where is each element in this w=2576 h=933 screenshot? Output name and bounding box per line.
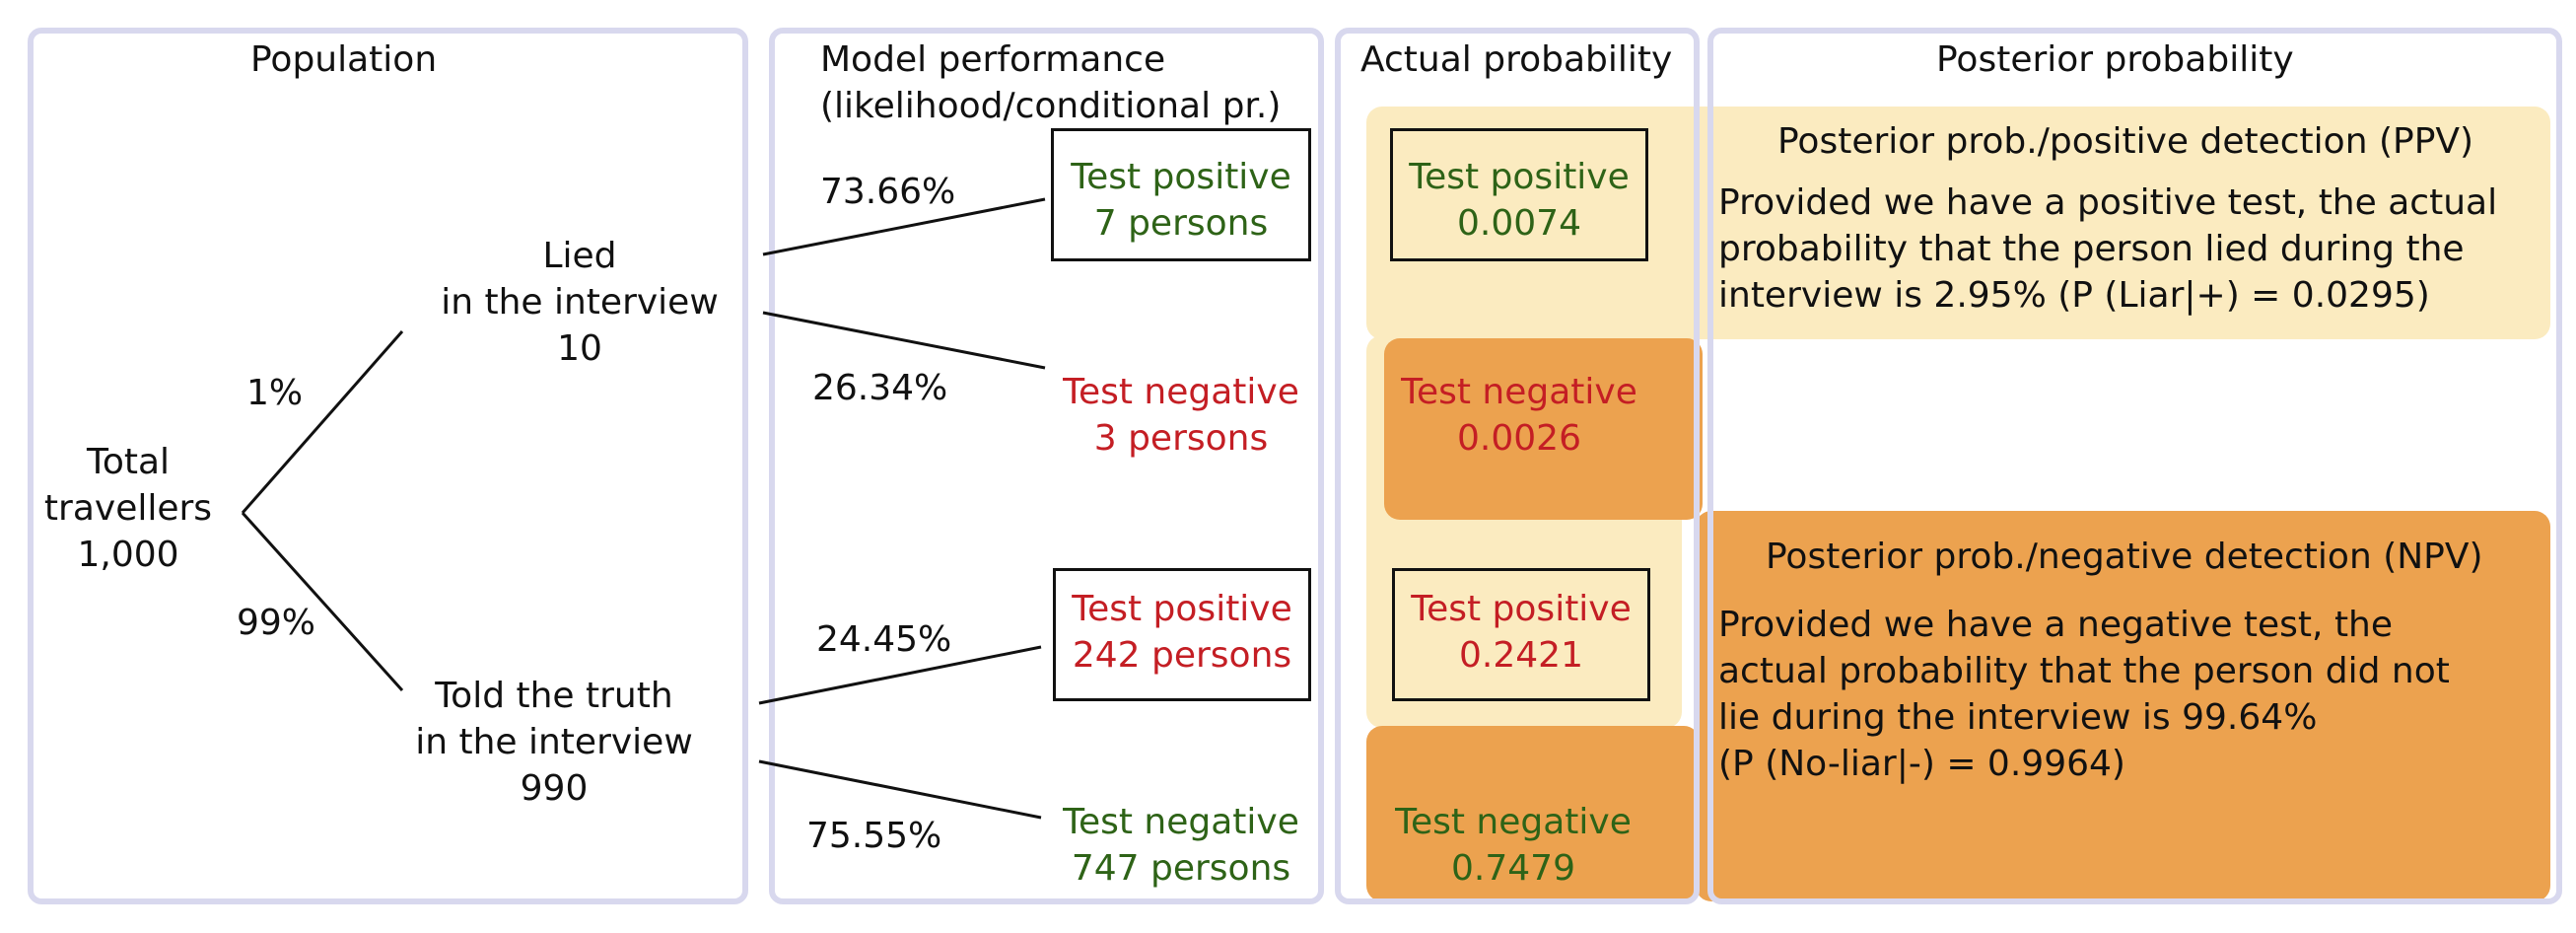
actual-liar-positive-frame [1390, 128, 1648, 261]
liar-test-positive: Test positive 7 persons [1071, 157, 1291, 244]
liar-positive-frame [1051, 128, 1311, 261]
actual-liar-negative: Test negative 0.0026 [1401, 372, 1637, 459]
actual-truth-positive: Test positive 0.2421 [1411, 589, 1632, 676]
liar-to-positive-line [762, 197, 1046, 256]
truth-positive-rate: 24.45% [816, 619, 952, 660]
actual-probability-panel [1335, 28, 1700, 904]
npv-title: Posterior prob./negative detection (NPV) [1766, 537, 2483, 577]
root-to-liar-line [241, 330, 404, 514]
liar-negative-rate: 26.34% [812, 368, 948, 408]
liar-share-label: 1% [246, 373, 304, 413]
liar-to-negative-line [762, 311, 1046, 370]
model-performance-panel [769, 28, 1324, 904]
actual-liar-positive: Test positive 0.0074 [1409, 157, 1630, 244]
truth-test-positive: Test positive 242 persons [1072, 589, 1292, 676]
truth-negative-rate: 75.55% [806, 816, 942, 856]
actual-truth-negative: Test negative 0.7479 [1395, 802, 1632, 889]
model-performance-header: Model performance (likelihood/conditiona… [820, 39, 1282, 126]
ppv-title: Posterior prob./positive detection (PPV) [1777, 121, 2474, 162]
posterior-probability-header: Posterior probability [1936, 39, 2294, 80]
truth-test-negative: Test negative 747 persons [1063, 802, 1299, 889]
ppv-text: Provided we have a positive test, the ac… [1718, 182, 2498, 316]
population-panel [28, 28, 748, 904]
root-to-truth-line [241, 511, 404, 692]
truth-to-negative-line [758, 759, 1042, 820]
npv-text: Provided we have a negative test, the ac… [1718, 605, 2450, 784]
total-travellers-node: Total travellers 1,000 [43, 442, 213, 575]
truth-positive-frame [1053, 568, 1311, 701]
truth-negative-highlight [1366, 726, 1700, 901]
npv-highlight [1696, 511, 2550, 901]
liar-positive-rate: 73.66% [820, 172, 956, 212]
population-header: Population [250, 39, 438, 80]
ppv-highlight [1366, 107, 2550, 339]
actual-truth-positive-frame [1392, 568, 1650, 701]
truth-share-label: 99% [237, 603, 316, 643]
actual-probability-header: Actual probability [1360, 39, 1673, 80]
liar-negative-highlight [1384, 338, 1703, 520]
truth-to-positive-line [758, 645, 1042, 705]
liar-node: Lied in the interview 10 [441, 236, 719, 369]
posterior-probability-panel [1707, 28, 2562, 904]
liar-test-negative: Test negative 3 persons [1063, 372, 1299, 459]
truth-node: Told the truth in the interview 990 [415, 676, 693, 809]
